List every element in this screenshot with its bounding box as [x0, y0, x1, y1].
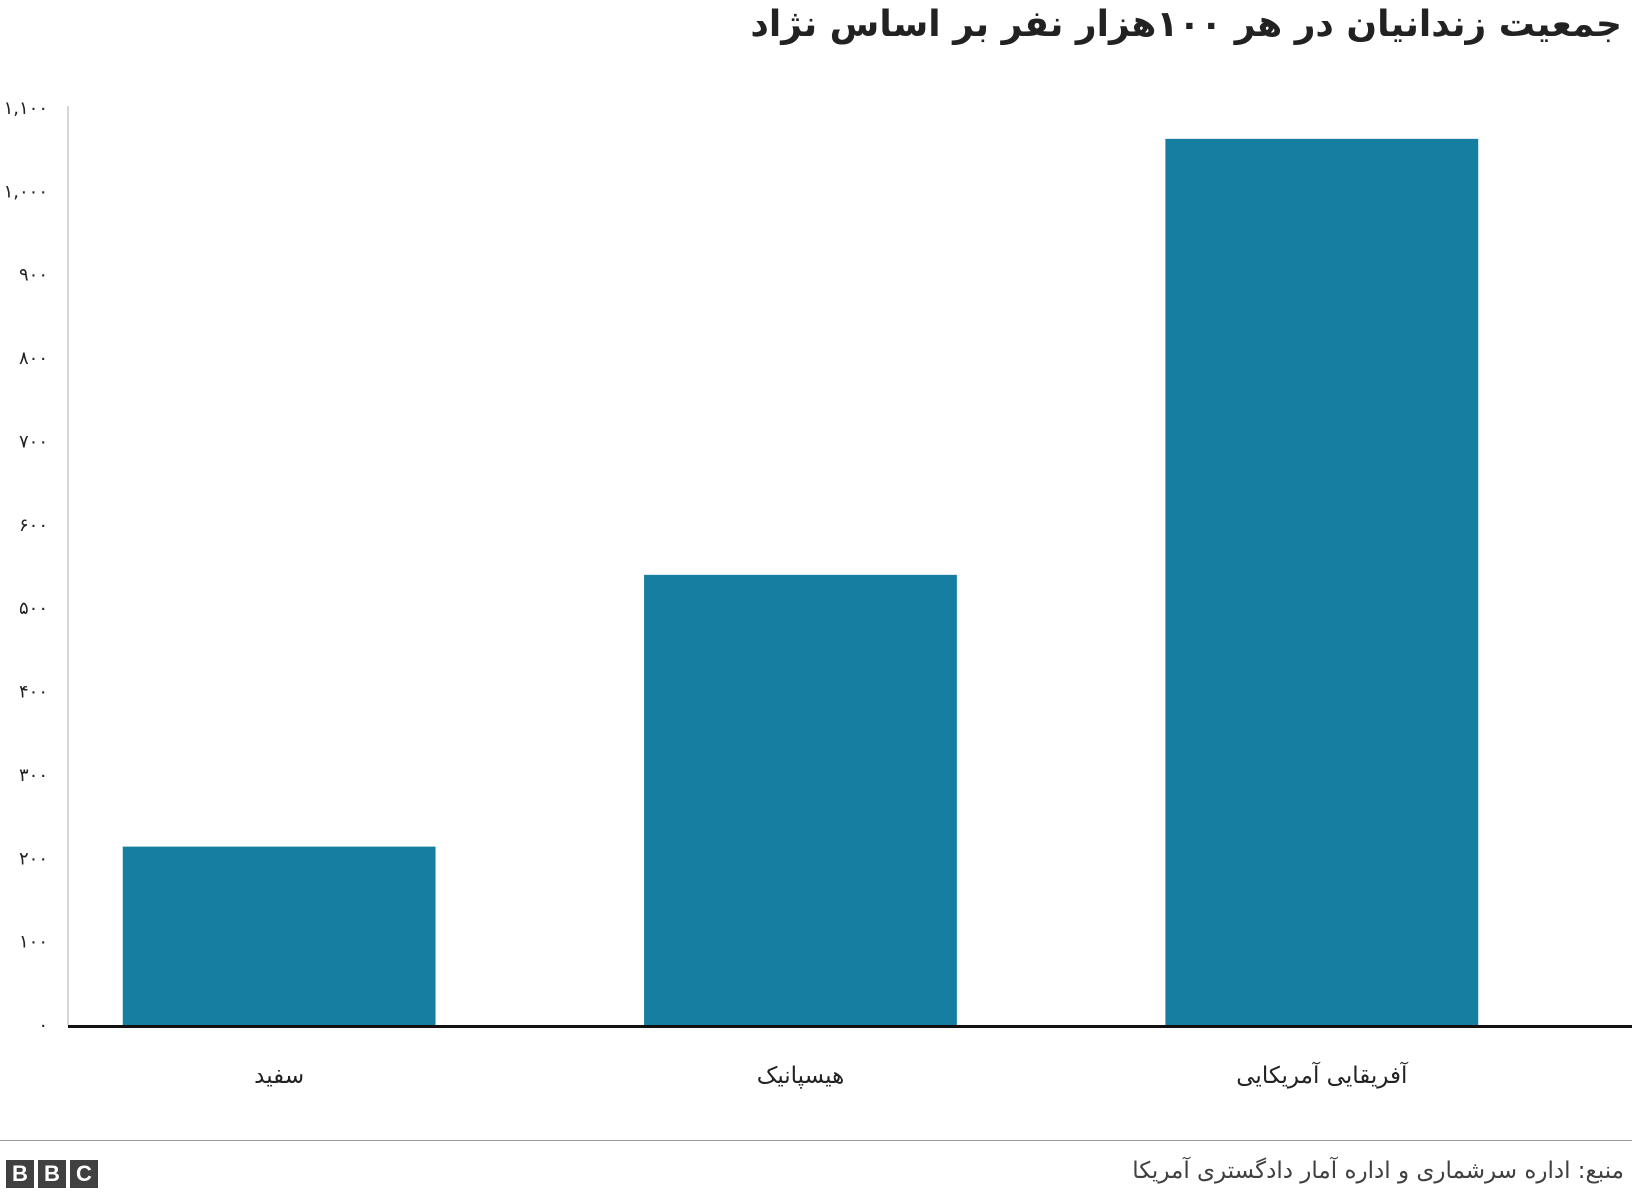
bar: [1165, 138, 1479, 1025]
bar-chart: ۰ ۱۰۰ ۲۰۰ ۳۰۰ ۴۰۰ ۵۰۰ ۶۰۰ ۷۰۰ ۸۰۰ ۹۰۰ ۱,۰۰۰ ۱,۱۰۰ س…: [4, 98, 1632, 1089]
bbc-logo-letter: C: [70, 1160, 98, 1188]
source-note: منبع: اداره سرشماری و اداره آمار دادگستر…: [1132, 1158, 1624, 1184]
bbc-logo: B B C: [6, 1160, 98, 1188]
y-tick-label: ۱۰۰: [19, 932, 48, 953]
y-tick-label: ۸۰۰: [19, 348, 48, 369]
bbc-logo-letter: B: [38, 1160, 66, 1188]
y-tick-label: ۷۰۰: [19, 431, 48, 452]
x-axis: سفید هیسپانیک آفریقایی آمریکایی: [254, 1061, 1409, 1089]
y-tick-label: ۶۰۰: [19, 515, 48, 536]
y-tick-label: ۲۰۰: [19, 848, 48, 869]
y-tick-label: ۵۰۰: [19, 598, 48, 619]
y-tick-label: ۴۰۰: [19, 682, 48, 703]
y-tick-label: ۹۰۰: [19, 265, 48, 286]
bars: [122, 138, 1479, 1025]
bbc-logo-letter: B: [6, 1160, 34, 1188]
y-tick-label: ۱,۱۰۰: [4, 98, 48, 119]
footer-divider: [0, 1140, 1632, 1141]
y-tick-label: ۰: [38, 1015, 48, 1036]
y-tick-label: ۳۰۰: [19, 765, 48, 786]
x-tick-label: سفید: [254, 1063, 304, 1089]
bar: [122, 846, 436, 1025]
x-tick-label: آفریقایی آمریکایی: [1236, 1061, 1409, 1089]
x-tick-label: هیسپانیک: [757, 1063, 844, 1089]
chart-title: جمعیت زندانیان در هر ۱۰۰هزار نفر بر اساس…: [750, 4, 1622, 45]
bar: [644, 574, 957, 1025]
y-tick-label: ۱,۰۰۰: [4, 181, 48, 202]
y-axis: ۰ ۱۰۰ ۲۰۰ ۳۰۰ ۴۰۰ ۵۰۰ ۶۰۰ ۷۰۰ ۸۰۰ ۹۰۰ ۱,۰۰۰ ۱,۱۰۰: [4, 98, 48, 1036]
